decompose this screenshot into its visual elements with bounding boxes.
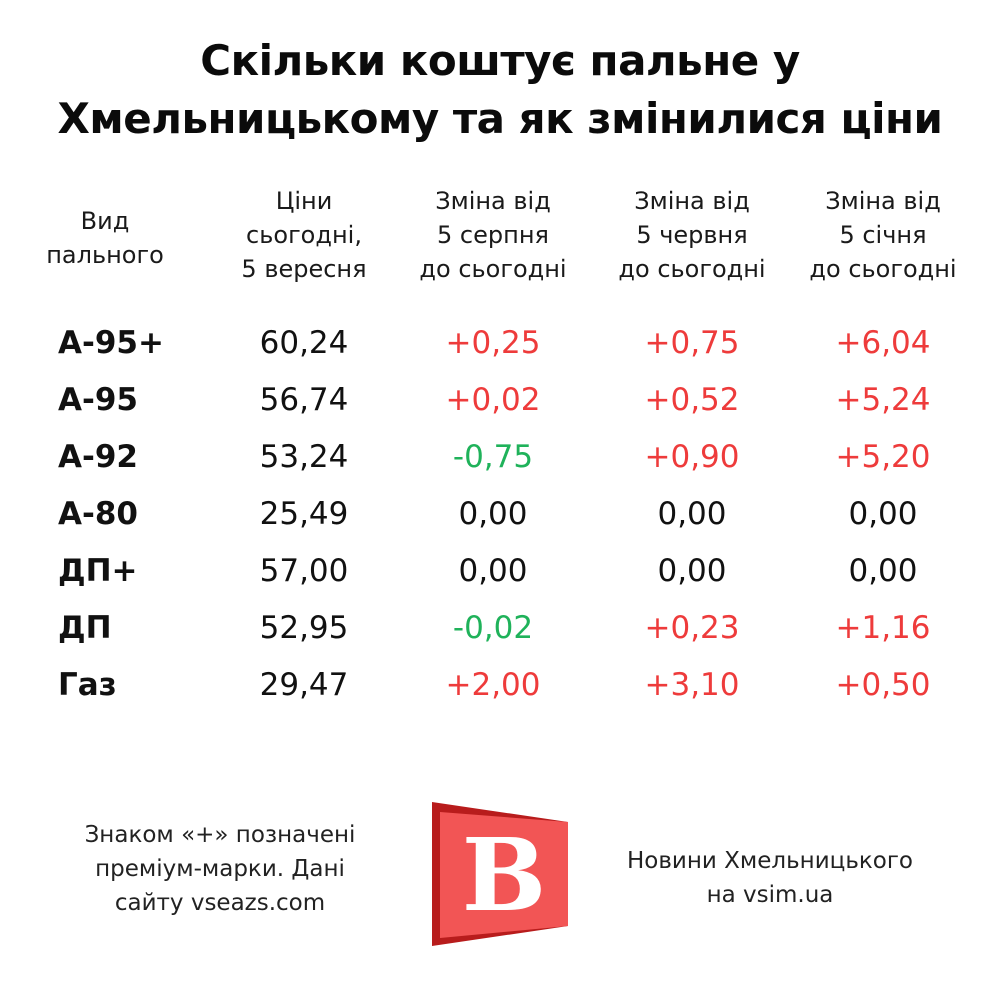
table-row: ДП+ 57,00 0,00 0,00 0,00 <box>0 546 1000 596</box>
page-title: Скільки коштує пальне у Хмельницькому та… <box>0 32 1000 148</box>
column-header-line: до сьогодні <box>419 255 567 283</box>
price-change-cell: +0,52 <box>644 382 740 418</box>
column-header-0: Вид пального <box>5 204 205 272</box>
fuel-type-cell: А-80 <box>58 496 138 532</box>
table-row: ДП 52,95 -0,02 +0,23 +1,16 <box>0 603 1000 653</box>
column-header-line: 5 вересня <box>241 255 367 283</box>
footnote-line-1: Знаком «+» позначені <box>84 822 356 848</box>
price-change-cell: +3,10 <box>644 667 740 703</box>
table-row: А-95+ 60,24 +0,25 +0,75 +6,04 <box>0 318 1000 368</box>
price-change-cell: +0,25 <box>445 325 541 361</box>
footnote-line-2: преміум-марки. Дані <box>95 856 345 882</box>
table-row: А-80 25,49 0,00 0,00 0,00 <box>0 489 1000 539</box>
price-change-cell: +0,90 <box>644 439 740 475</box>
price-change-cell: +0,02 <box>445 382 541 418</box>
price-today-cell: 56,74 <box>259 382 349 418</box>
logo-letter: B <box>462 816 547 934</box>
price-change-cell: +0,75 <box>644 325 740 361</box>
table-row: Газ 29,47 +2,00 +3,10 +0,50 <box>0 660 1000 710</box>
price-today-cell: 53,24 <box>259 439 349 475</box>
price-change-cell: +2,00 <box>445 667 541 703</box>
fuel-type-cell: А-95+ <box>58 325 164 361</box>
column-header-line: 5 січня <box>839 221 927 249</box>
fuel-type-cell: А-92 <box>58 439 138 475</box>
vsim-logo: B <box>432 802 568 946</box>
title-line-1: Скільки коштує пальне у <box>200 36 800 85</box>
column-header-3: Зміна від 5 червня до сьогодні <box>592 184 792 286</box>
column-header-line: до сьогодні <box>618 255 766 283</box>
price-today-cell: 25,49 <box>259 496 349 532</box>
title-line-2: Хмельницькому та як змінилися ціни <box>57 94 943 143</box>
price-change-cell: 0,00 <box>458 496 528 532</box>
brand-line-2: на vsim.ua <box>706 882 834 908</box>
price-change-cell: -0,75 <box>452 439 534 475</box>
footnote-line-3: сайту vseazs.com <box>114 890 326 916</box>
price-change-cell: +0,50 <box>835 667 931 703</box>
price-change-cell: +1,16 <box>835 610 931 646</box>
fuel-type-cell: ДП+ <box>58 553 138 589</box>
column-header-line: Зміна від <box>634 187 750 215</box>
column-header-1: Ціни сьогодні, 5 вересня <box>204 184 404 286</box>
brand-line-1: Новини Хмельницького <box>627 848 913 874</box>
fuel-type-cell: А-95 <box>58 382 138 418</box>
logo-front-panel <box>440 812 568 938</box>
column-header-line: сьогодні, <box>246 221 362 249</box>
column-header-line: 5 червня <box>636 221 748 249</box>
column-header-line: Зміна від <box>435 187 551 215</box>
column-header-line: Зміна від <box>825 187 941 215</box>
column-header-line: Вид <box>80 207 130 235</box>
price-change-cell: +5,20 <box>835 439 931 475</box>
price-change-cell: 0,00 <box>657 496 727 532</box>
price-change-cell: 0,00 <box>458 553 528 589</box>
price-change-cell: 0,00 <box>657 553 727 589</box>
price-change-cell: 0,00 <box>848 496 918 532</box>
column-header-2: Зміна від 5 серпня до сьогодні <box>393 184 593 286</box>
price-change-cell: 0,00 <box>848 553 918 589</box>
price-change-cell: -0,02 <box>452 610 534 646</box>
column-header-line: пального <box>46 241 164 269</box>
table-row: А-95 56,74 +0,02 +0,52 +5,24 <box>0 375 1000 425</box>
fuel-type-cell: ДП <box>58 610 112 646</box>
price-today-cell: 29,47 <box>259 667 349 703</box>
price-change-cell: +0,23 <box>644 610 740 646</box>
column-header-line: до сьогодні <box>809 255 957 283</box>
column-header-line: 5 серпня <box>437 221 549 249</box>
price-today-cell: 60,24 <box>259 325 349 361</box>
price-change-cell: +5,24 <box>835 382 931 418</box>
table-row: А-92 53,24 -0,75 +0,90 +5,20 <box>0 432 1000 482</box>
price-change-cell: +6,04 <box>835 325 931 361</box>
price-today-cell: 57,00 <box>259 553 349 589</box>
column-header-4: Зміна від 5 січня до сьогодні <box>783 184 983 286</box>
price-today-cell: 52,95 <box>259 610 349 646</box>
footnote: Знаком «+» позначені преміум-марки. Дані… <box>40 818 400 920</box>
column-header-line: Ціни <box>275 187 333 215</box>
brand-caption: Новини Хмельницького на vsim.ua <box>570 844 970 912</box>
fuel-type-cell: Газ <box>58 667 117 703</box>
